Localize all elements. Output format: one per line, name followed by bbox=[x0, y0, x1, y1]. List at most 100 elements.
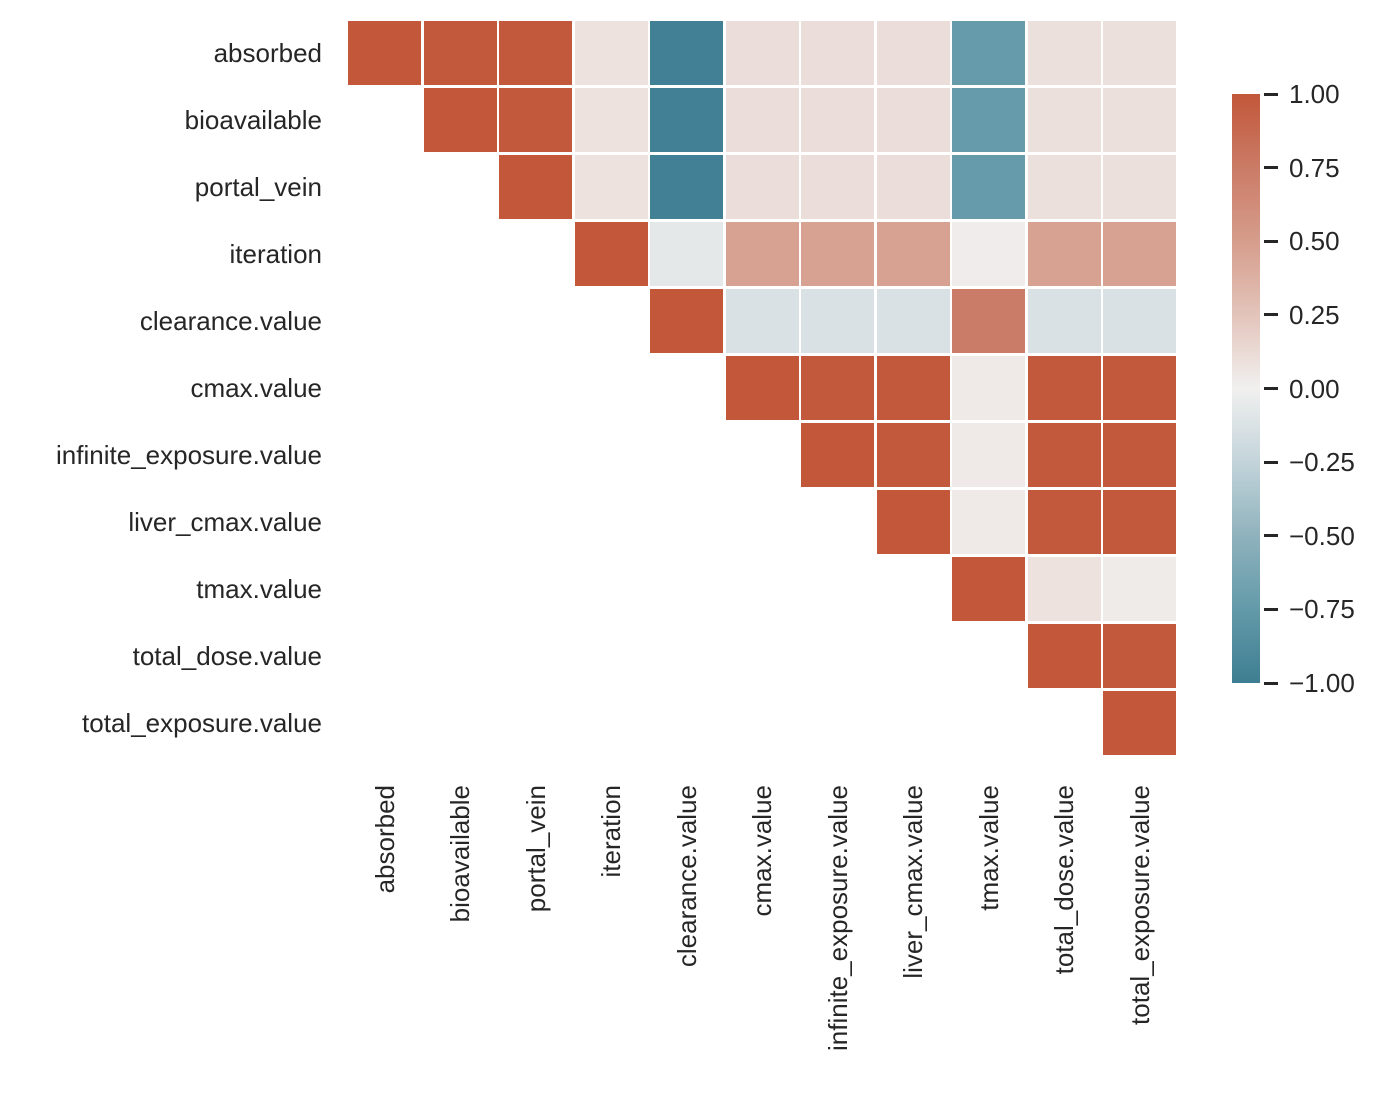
colorbar-gradient bbox=[1232, 94, 1260, 683]
y-tick-label-cmax.value: cmax.value bbox=[190, 373, 323, 403]
colorbar-tick-label-−1.00: −1.00 bbox=[1289, 668, 1355, 698]
heatmap-cell-iteration-tmax.value bbox=[952, 222, 1025, 286]
colorbar-tick-0.25 bbox=[1264, 313, 1278, 316]
heatmap-cell-cmax.value-infinite_exposure.value bbox=[801, 356, 874, 420]
y-tick-label-total_dose.value: total_dose.value bbox=[132, 641, 322, 671]
heatmap-cell-absorbed-absorbed bbox=[348, 21, 421, 85]
heatmap-cell-liver_cmax.value-liver_cmax.value bbox=[877, 490, 950, 554]
colorbar-tick-label-−0.25: −0.25 bbox=[1289, 447, 1355, 477]
heatmap-cell-infinite_exposure.value-infinite_exposure.value bbox=[801, 423, 874, 487]
heatmap-cell-portal_vein-total_dose.value bbox=[1028, 155, 1101, 219]
heatmap-cell-infinite_exposure.value-tmax.value bbox=[952, 423, 1025, 487]
heatmap-cell-cmax.value-total_dose.value bbox=[1028, 356, 1101, 420]
x-tick-label-iteration: iteration bbox=[596, 785, 626, 878]
colorbar-tick-label-0.50: 0.50 bbox=[1289, 226, 1340, 256]
heatmap-cell-clearance.value-total_dose.value bbox=[1028, 289, 1101, 353]
heatmap-cell-bioavailable-tmax.value bbox=[952, 88, 1025, 152]
heatmap-cell-total_exposure.value-total_exposure.value bbox=[1103, 691, 1176, 755]
colorbar-tick-label-0.25: 0.25 bbox=[1289, 300, 1340, 330]
heatmap-cell-tmax.value-tmax.value bbox=[952, 557, 1025, 621]
heatmap-cell-absorbed-total_exposure.value bbox=[1103, 21, 1176, 85]
heatmap-cell-absorbed-clearance.value bbox=[650, 21, 723, 85]
colorbar-tick-label-−0.50: −0.50 bbox=[1289, 521, 1355, 551]
x-tick-label-clearance.value: clearance.value bbox=[672, 785, 702, 968]
x-tick-label-portal_vein: portal_vein bbox=[521, 785, 551, 913]
y-tick-label-portal_vein: portal_vein bbox=[194, 172, 322, 202]
heatmap-cell-iteration-infinite_exposure.value bbox=[801, 222, 874, 286]
heatmap-cell-bioavailable-clearance.value bbox=[650, 88, 723, 152]
heatmap-cell-portal_vein-iteration bbox=[575, 155, 648, 219]
heatmap-cell-clearance.value-liver_cmax.value bbox=[877, 289, 950, 353]
heatmap-cell-absorbed-liver_cmax.value bbox=[877, 21, 950, 85]
colorbar-tick-1.00 bbox=[1264, 93, 1278, 96]
heatmap-cell-clearance.value-clearance.value bbox=[650, 289, 723, 353]
x-tick-label-infinite_exposure.value: infinite_exposure.value bbox=[823, 785, 853, 1051]
heatmap-cell-portal_vein-tmax.value bbox=[952, 155, 1025, 219]
heatmap-cell-absorbed-infinite_exposure.value bbox=[801, 21, 874, 85]
y-tick-label-total_exposure.value: total_exposure.value bbox=[82, 708, 322, 738]
heatmap-cell-iteration-total_exposure.value bbox=[1103, 222, 1176, 286]
heatmap-cell-total_dose.value-total_exposure.value bbox=[1103, 624, 1176, 688]
heatmap-cell-portal_vein-total_exposure.value bbox=[1103, 155, 1176, 219]
heatmap-cell-infinite_exposure.value-total_dose.value bbox=[1028, 423, 1101, 487]
y-tick-label-tmax.value: tmax.value bbox=[196, 574, 322, 604]
heatmap-cell-total_dose.value-total_dose.value bbox=[1028, 624, 1101, 688]
heatmap-cell-portal_vein-liver_cmax.value bbox=[877, 155, 950, 219]
heatmap-cell-bioavailable-portal_vein bbox=[499, 88, 572, 152]
x-tick-label-absorbed: absorbed bbox=[370, 785, 400, 894]
heatmap-cell-cmax.value-tmax.value bbox=[952, 356, 1025, 420]
x-tick-label-tmax.value: tmax.value bbox=[974, 785, 1004, 911]
colorbar-tick-label-0.00: 0.00 bbox=[1289, 374, 1340, 404]
heatmap-cell-absorbed-total_dose.value bbox=[1028, 21, 1101, 85]
heatmap-cell-portal_vein-portal_vein bbox=[499, 155, 572, 219]
heatmap-cell-liver_cmax.value-total_dose.value bbox=[1028, 490, 1101, 554]
heatmap-cell-clearance.value-cmax.value bbox=[726, 289, 799, 353]
x-tick-label-total_exposure.value: total_exposure.value bbox=[1125, 785, 1155, 1025]
heatmap-cell-absorbed-tmax.value bbox=[952, 21, 1025, 85]
heatmap-cell-absorbed-cmax.value bbox=[726, 21, 799, 85]
heatmap-cell-tmax.value-total_exposure.value bbox=[1103, 557, 1176, 621]
heatmap-cell-portal_vein-clearance.value bbox=[650, 155, 723, 219]
heatmap-cell-bioavailable-total_dose.value bbox=[1028, 88, 1101, 152]
heatmap-cell-absorbed-iteration bbox=[575, 21, 648, 85]
heatmap-cell-liver_cmax.value-tmax.value bbox=[952, 490, 1025, 554]
heatmap-cell-infinite_exposure.value-total_exposure.value bbox=[1103, 423, 1176, 487]
heatmap-cell-cmax.value-total_exposure.value bbox=[1103, 356, 1176, 420]
heatmap-cell-clearance.value-tmax.value bbox=[952, 289, 1025, 353]
y-tick-label-absorbed: absorbed bbox=[213, 38, 322, 68]
heatmap-cell-clearance.value-total_exposure.value bbox=[1103, 289, 1176, 353]
y-tick-label-liver_cmax.value: liver_cmax.value bbox=[128, 507, 322, 537]
heatmap-cell-bioavailable-liver_cmax.value bbox=[877, 88, 950, 152]
heatmap-cell-cmax.value-liver_cmax.value bbox=[877, 356, 950, 420]
y-tick-label-infinite_exposure.value: infinite_exposure.value bbox=[56, 440, 322, 470]
heatmap-cell-bioavailable-infinite_exposure.value bbox=[801, 88, 874, 152]
x-tick-label-total_dose.value: total_dose.value bbox=[1049, 785, 1079, 975]
colorbar-tick-−0.75 bbox=[1264, 608, 1278, 611]
colorbar-tick-−0.50 bbox=[1264, 534, 1278, 537]
colorbar-tick-label-1.00: 1.00 bbox=[1289, 79, 1340, 109]
heatmap-cell-iteration-iteration bbox=[575, 222, 648, 286]
heatmap-cell-portal_vein-infinite_exposure.value bbox=[801, 155, 874, 219]
heatmap-cell-bioavailable-cmax.value bbox=[726, 88, 799, 152]
heatmap-cell-bioavailable-iteration bbox=[575, 88, 648, 152]
y-tick-label-bioavailable: bioavailable bbox=[184, 105, 322, 135]
colorbar-tick-−1.00 bbox=[1264, 682, 1278, 685]
heatmap-cell-liver_cmax.value-total_exposure.value bbox=[1103, 490, 1176, 554]
heatmap-cell-iteration-clearance.value bbox=[650, 222, 723, 286]
x-tick-label-bioavailable: bioavailable bbox=[445, 785, 475, 923]
colorbar-tick-0.00 bbox=[1264, 387, 1278, 390]
heatmap-cell-iteration-total_dose.value bbox=[1028, 222, 1101, 286]
x-tick-label-liver_cmax.value: liver_cmax.value bbox=[898, 785, 928, 979]
heatmap-cell-portal_vein-cmax.value bbox=[726, 155, 799, 219]
colorbar-tick-0.75 bbox=[1264, 166, 1278, 169]
colorbar-tick-0.50 bbox=[1264, 240, 1278, 243]
colorbar-tick-label-0.75: 0.75 bbox=[1289, 153, 1340, 183]
colorbar-tick-−0.25 bbox=[1264, 461, 1278, 464]
heatmap-cell-absorbed-portal_vein bbox=[499, 21, 572, 85]
heatmap-cell-iteration-cmax.value bbox=[726, 222, 799, 286]
heatmap-cell-bioavailable-total_exposure.value bbox=[1103, 88, 1176, 152]
heatmap-cell-tmax.value-total_dose.value bbox=[1028, 557, 1101, 621]
heatmap-cell-cmax.value-cmax.value bbox=[726, 356, 799, 420]
colorbar-tick-label-−0.75: −0.75 bbox=[1289, 594, 1355, 624]
